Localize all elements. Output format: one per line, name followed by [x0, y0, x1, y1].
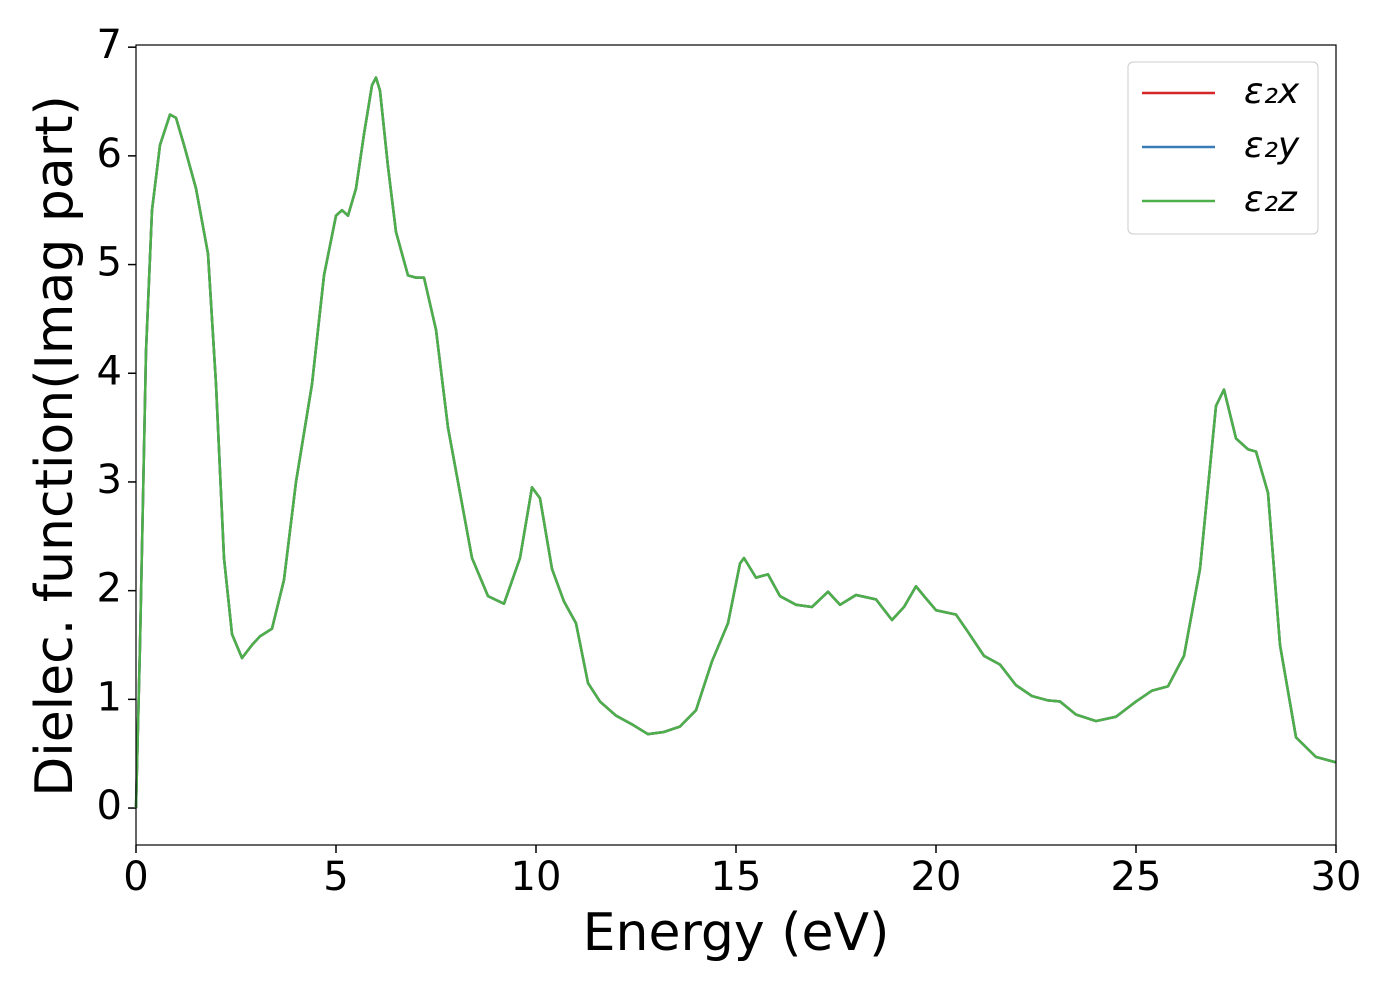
legend-label: ε₂x — [1244, 71, 1300, 112]
x-axis-label: Energy (eV) — [583, 903, 890, 963]
legend-label: ε₂y — [1244, 125, 1300, 166]
x-tick-label: 10 — [511, 854, 562, 900]
x-tick-label: 0 — [123, 854, 148, 900]
legend-label: ε₂z — [1244, 179, 1298, 220]
legend: ε₂x ε₂y ε₂z — [1127, 61, 1319, 235]
x-tick-label: 5 — [323, 854, 348, 900]
plot-frame — [135, 44, 1337, 846]
y-tick-label: 1 — [97, 674, 122, 720]
y-axis-label: Dielec. function(Imag part) — [25, 95, 85, 797]
x-tick-label: 15 — [711, 854, 762, 900]
y-tick-label: 3 — [97, 457, 122, 503]
x-tick-label: 20 — [911, 854, 962, 900]
data-line — [134, 76, 1337, 809]
x-tick-label: 25 — [1111, 854, 1162, 900]
y-tick-label: 5 — [97, 240, 122, 286]
y-tick-label: 7 — [97, 22, 122, 68]
y-tick-label: 6 — [97, 131, 122, 177]
y-tick-label: 0 — [97, 783, 122, 829]
y-tick-label: 4 — [97, 348, 122, 394]
x-tick-label: 30 — [1311, 854, 1362, 900]
legend-box — [1127, 61, 1319, 235]
y-tick-label: 2 — [97, 566, 122, 612]
